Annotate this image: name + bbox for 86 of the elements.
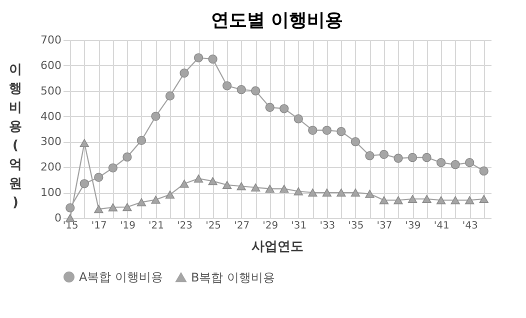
point bbox=[180, 180, 189, 188]
point bbox=[80, 179, 89, 188]
x-tick-label: '39 bbox=[405, 220, 421, 232]
y-tick-label: 500 bbox=[40, 84, 62, 98]
point bbox=[108, 163, 118, 172]
point bbox=[165, 190, 175, 199]
point bbox=[208, 177, 218, 186]
point bbox=[194, 174, 204, 183]
point bbox=[450, 196, 460, 204]
point bbox=[280, 184, 289, 193]
y-tick-label: 100 bbox=[40, 186, 62, 200]
point bbox=[336, 188, 346, 197]
point bbox=[422, 194, 432, 203]
point bbox=[136, 136, 146, 146]
point bbox=[336, 126, 346, 136]
point bbox=[208, 54, 218, 64]
y-tick-label: 0 bbox=[54, 212, 62, 224]
point bbox=[436, 196, 446, 204]
x-tick-label: '31 bbox=[291, 220, 307, 232]
point bbox=[222, 180, 232, 189]
legend-label: A복합 이행비용 bbox=[79, 270, 164, 284]
chart-title: 연도별 이행비용 bbox=[210, 10, 344, 31]
point bbox=[365, 151, 374, 160]
point bbox=[151, 196, 160, 204]
point bbox=[251, 183, 260, 192]
point bbox=[180, 68, 189, 78]
point bbox=[394, 196, 403, 204]
x-tick-label: '33 bbox=[320, 220, 336, 232]
x-tick-label: '41 bbox=[434, 220, 450, 232]
point bbox=[394, 154, 403, 163]
x-tick-label: '35 bbox=[348, 220, 364, 232]
point bbox=[465, 158, 474, 168]
point bbox=[165, 91, 175, 101]
point bbox=[308, 188, 318, 197]
point bbox=[222, 81, 232, 90]
x-tick-label: '25 bbox=[206, 220, 222, 232]
point bbox=[308, 126, 318, 135]
point bbox=[194, 53, 204, 62]
point bbox=[151, 112, 160, 121]
x-tick-label: '37 bbox=[376, 220, 392, 232]
point bbox=[280, 104, 289, 114]
point bbox=[450, 160, 460, 170]
point bbox=[322, 188, 332, 197]
point bbox=[236, 182, 246, 190]
y-tick-label: 200 bbox=[40, 160, 62, 174]
point bbox=[94, 172, 104, 182]
x-tick-label: '19 bbox=[120, 220, 136, 232]
x-tick-label: '17 bbox=[91, 220, 107, 232]
y-tick-label: 600 bbox=[40, 58, 62, 72]
y-tick-label: 300 bbox=[40, 135, 62, 148]
point bbox=[479, 166, 488, 176]
point bbox=[379, 150, 389, 160]
point bbox=[294, 114, 303, 124]
point bbox=[66, 203, 75, 212]
point bbox=[136, 198, 146, 206]
point bbox=[251, 86, 260, 96]
point bbox=[322, 126, 332, 135]
point bbox=[122, 203, 132, 212]
point bbox=[408, 152, 418, 162]
point bbox=[94, 205, 104, 214]
x-tick-label: '27 bbox=[234, 220, 250, 232]
point bbox=[122, 152, 132, 162]
point bbox=[422, 152, 432, 162]
point bbox=[294, 187, 303, 196]
point bbox=[379, 196, 389, 204]
point bbox=[236, 85, 246, 94]
x-tick-label: '21 bbox=[148, 220, 164, 232]
y-tick-label: 400 bbox=[40, 110, 62, 123]
point bbox=[465, 196, 474, 204]
point bbox=[436, 158, 446, 168]
point bbox=[108, 203, 118, 212]
point bbox=[479, 194, 488, 203]
x-axis-title: 사업연도 bbox=[252, 240, 304, 254]
y-tick-label: 700 bbox=[40, 34, 62, 46]
point bbox=[350, 188, 360, 197]
point bbox=[408, 194, 418, 203]
x-tick-label: '43 bbox=[462, 220, 478, 232]
point bbox=[80, 138, 89, 148]
point bbox=[350, 137, 360, 146]
y-axis-title: 이행비용(억원) bbox=[9, 62, 22, 210]
point bbox=[265, 102, 274, 112]
x-tick-label: '29 bbox=[262, 220, 278, 232]
point bbox=[265, 184, 274, 193]
x-tick-label: '23 bbox=[177, 220, 193, 232]
legend-label: B복합 이행비용 bbox=[191, 270, 276, 284]
point bbox=[365, 190, 374, 198]
